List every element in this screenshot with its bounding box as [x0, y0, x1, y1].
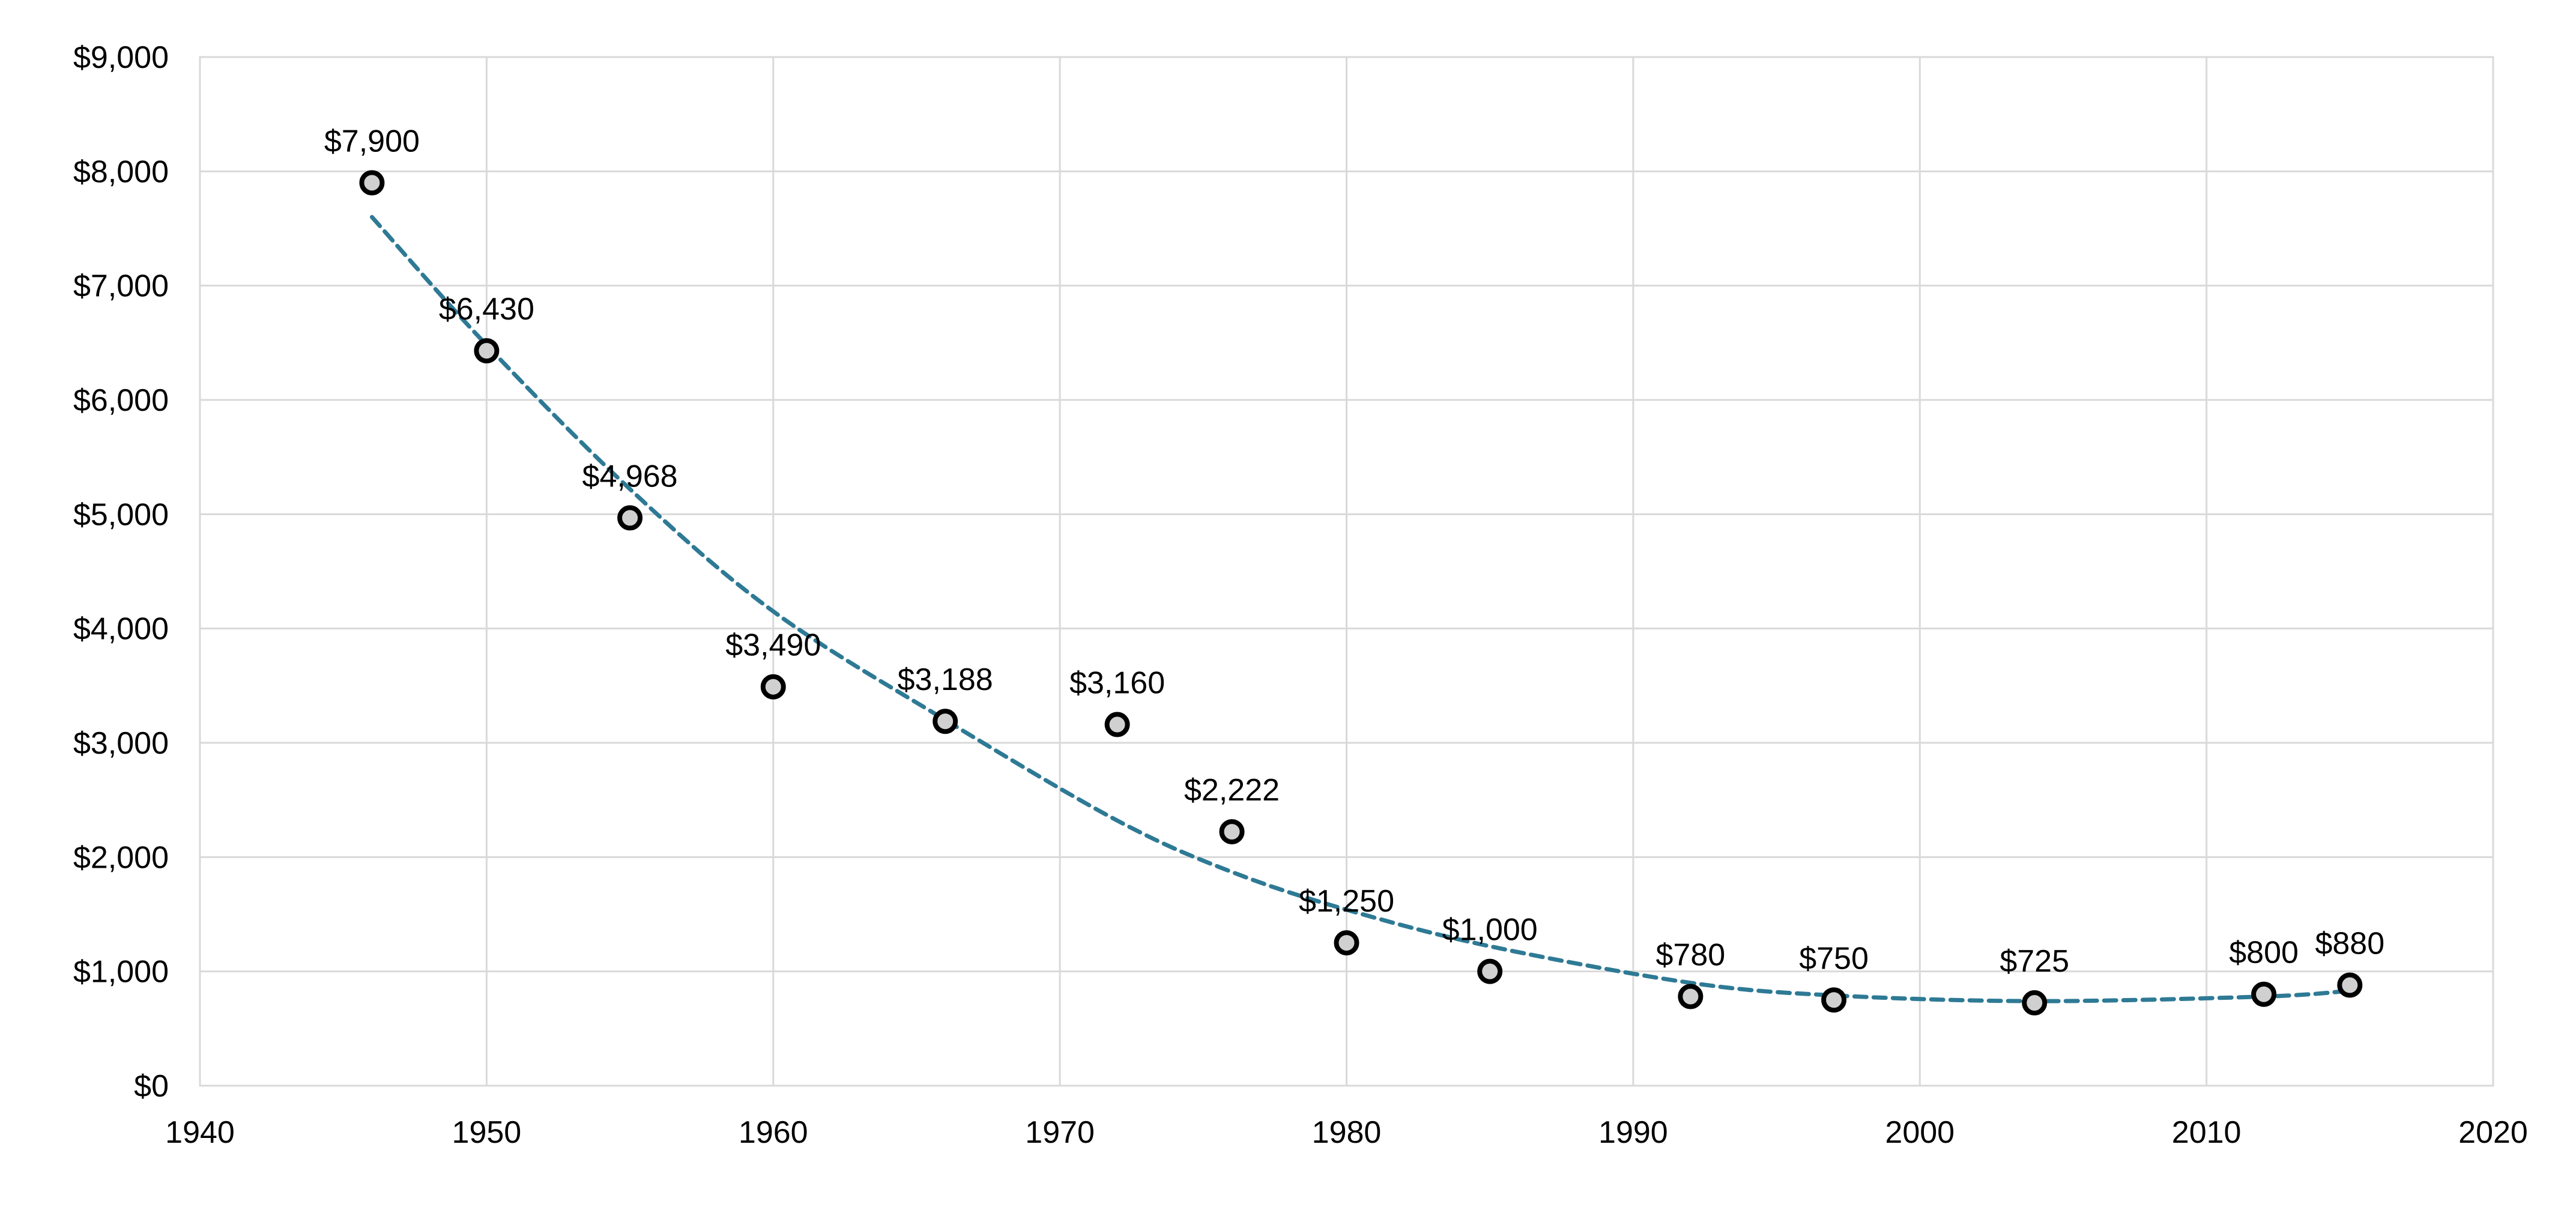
- x-tick-label: 1950: [452, 1115, 522, 1150]
- data-point: [1678, 984, 1704, 1009]
- y-tick-label: $3,000: [73, 726, 169, 761]
- data-label: $880: [2315, 927, 2384, 961]
- data-label: $750: [1799, 941, 1869, 976]
- data-point: [359, 170, 385, 196]
- x-tick-label: 2010: [2172, 1115, 2242, 1150]
- x-tick-label: 1990: [1598, 1115, 1668, 1150]
- data-label: $2,222: [1184, 773, 1280, 808]
- x-tick-label: 1980: [1312, 1115, 1382, 1150]
- trendline: [369, 214, 2352, 1003]
- x-tick-label: 1960: [739, 1115, 808, 1150]
- data-point: [1334, 930, 1359, 956]
- data-label: $725: [2000, 944, 2069, 979]
- y-tick-label: $8,000: [73, 154, 169, 189]
- data-point: [760, 674, 786, 700]
- y-tick-label: $7,000: [73, 269, 169, 304]
- data-point: [2022, 990, 2048, 1016]
- data-point: [1104, 712, 1130, 737]
- x-tick-label: 1940: [165, 1115, 235, 1150]
- data-point: [617, 505, 643, 531]
- data-label: $1,000: [1442, 913, 1538, 948]
- x-tick-label: 2020: [2458, 1115, 2528, 1150]
- data-labels: $7,900 $6,430 $4,968 $3,490 $3,188 $3,160 $2,2…: [324, 124, 2384, 979]
- data-label: $800: [2229, 936, 2299, 970]
- data-point: [1219, 819, 1245, 845]
- y-tick-label: $2,000: [73, 840, 169, 875]
- axes: $0 $1,000 $2,000 $3,000 $4,000 $5,000 $6,000 $7…: [73, 40, 2528, 1150]
- data-point: [2251, 981, 2277, 1007]
- x-tick-label: 1970: [1025, 1115, 1095, 1150]
- data-label: $3,160: [1069, 666, 1165, 701]
- plot-area-frame: [199, 56, 2494, 1087]
- data-point: [1821, 987, 1847, 1013]
- y-tick-label: $9,000: [73, 40, 169, 75]
- data-point: [1477, 958, 1503, 984]
- y-tick-label: $1,000: [73, 955, 169, 990]
- trendline-layer: [369, 214, 2352, 1003]
- data-label: $4,968: [582, 459, 678, 494]
- data-point: [474, 338, 500, 364]
- data-point: [2337, 972, 2363, 998]
- data-label: $7,900: [324, 124, 420, 159]
- data-label: $1,250: [1299, 884, 1394, 919]
- data-label: $3,188: [898, 662, 993, 697]
- y-tick-label: $4,000: [73, 612, 169, 647]
- x-tick-label: 2000: [1885, 1115, 1955, 1150]
- data-label: $780: [1656, 938, 1726, 973]
- y-tick-label: $5,000: [73, 497, 169, 532]
- data-point: [933, 709, 958, 734]
- y-tick-label: $0: [134, 1069, 169, 1104]
- data-label: $3,490: [725, 628, 821, 663]
- data-points: [359, 170, 2363, 1016]
- data-label: $6,430: [439, 292, 534, 327]
- y-tick-label: $6,000: [73, 383, 169, 418]
